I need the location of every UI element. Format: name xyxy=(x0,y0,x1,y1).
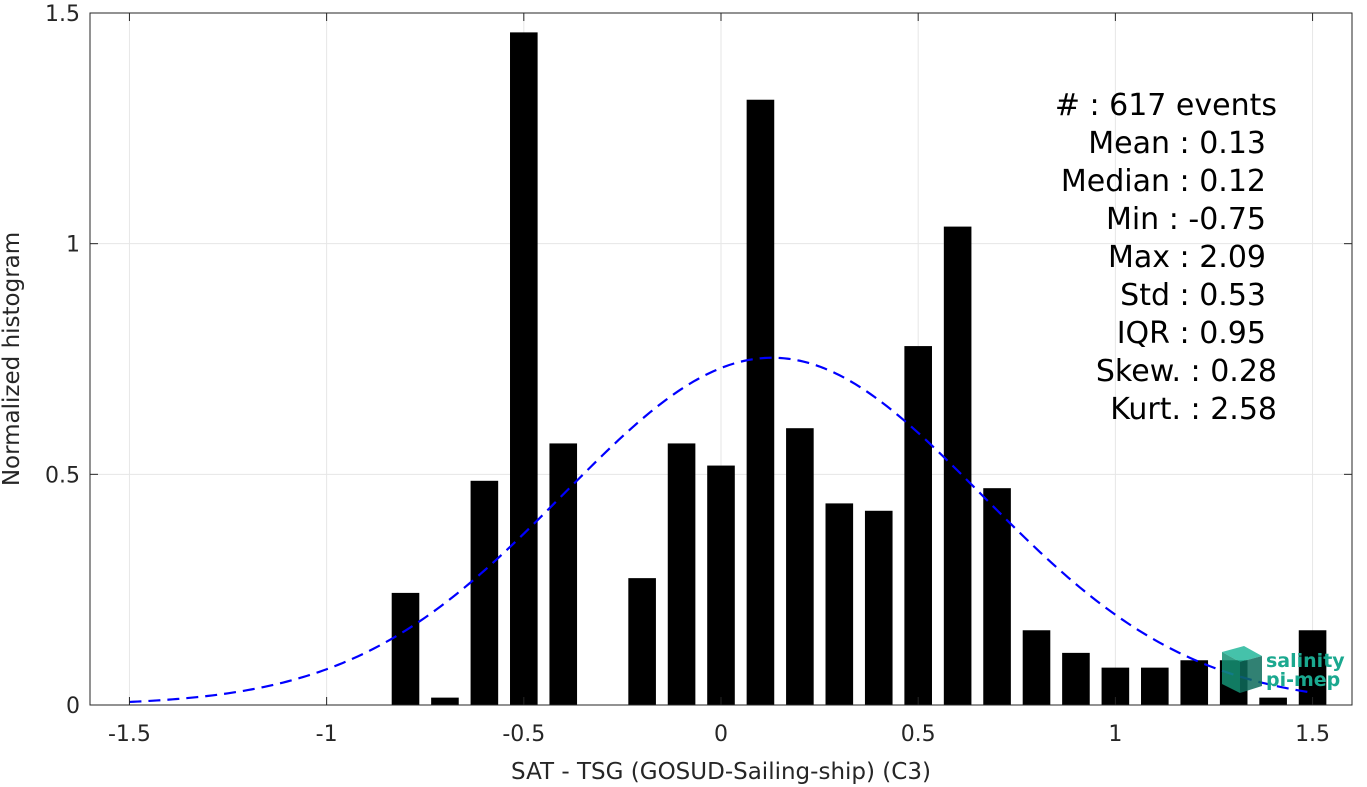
histogram-bars xyxy=(391,32,1327,706)
x-tick-label: 1.5 xyxy=(1295,722,1330,747)
stat-mean: Mean : 0.13 xyxy=(1088,126,1266,161)
y-tick-label: 0.5 xyxy=(45,463,80,488)
y-tick-label: 1.5 xyxy=(45,2,80,27)
histogram-bar xyxy=(470,480,499,705)
histogram-bar xyxy=(983,488,1011,705)
cube-icon xyxy=(1222,646,1262,693)
x-tick-label: 0 xyxy=(714,722,728,747)
histogram-bar xyxy=(431,697,459,705)
salinity-pimep-logo: salinity pi-mep xyxy=(1222,646,1345,693)
x-tick-label: 0.5 xyxy=(901,722,936,747)
histogram-bar xyxy=(1062,652,1090,705)
x-tick-label: 1 xyxy=(1108,722,1122,747)
histogram-bar xyxy=(628,578,656,705)
logo-text-salinity: salinity xyxy=(1266,650,1345,672)
histogram-bar xyxy=(746,99,775,706)
x-tick-label: -0.5 xyxy=(502,722,545,747)
y-tick-label: 0 xyxy=(66,694,80,719)
y-tick-label: 1 xyxy=(66,233,80,258)
histogram-bar xyxy=(667,443,696,705)
x-axis-label: SAT - TSG (GOSUD-Sailing-ship) (C3) xyxy=(511,759,931,785)
histogram-bar xyxy=(1298,630,1327,705)
axis-ticks: -1.5 -1 -0.5 0 0.5 1 1.5 0 0.5 1 1.5 xyxy=(45,2,1352,747)
histogram-bar xyxy=(1180,660,1209,705)
histogram-bar xyxy=(1259,697,1287,705)
histogram-bar xyxy=(904,346,932,705)
stat-skew: Skew. : 0.28 xyxy=(1096,354,1277,389)
stat-kurt: Kurt. : 2.58 xyxy=(1110,392,1277,427)
histogram-bar xyxy=(786,428,814,705)
stat-iqr: IQR : 0.95 xyxy=(1117,316,1266,351)
x-tick-label: -1.5 xyxy=(108,722,151,747)
histogram-bar xyxy=(1022,630,1051,705)
histogram-bar xyxy=(943,226,972,705)
histogram-bar xyxy=(391,592,420,705)
histogram-bar xyxy=(825,503,854,705)
y-axis-label: Normalized histogram xyxy=(0,232,25,486)
stat-median: Median : 0.12 xyxy=(1061,164,1266,199)
stat-min: Min : -0.75 xyxy=(1106,202,1266,237)
histogram-bar xyxy=(549,443,578,705)
histogram-bar xyxy=(864,510,893,705)
histogram-bar xyxy=(707,465,735,705)
x-tick-label: -1 xyxy=(316,722,338,747)
stat-events: # : 617 events xyxy=(1055,88,1277,123)
histogram-bar xyxy=(510,32,538,706)
normal-fit-curve xyxy=(129,356,1313,704)
logo-text-pimep: pi-mep xyxy=(1266,669,1340,691)
stat-std: Std : 0.53 xyxy=(1120,278,1266,313)
stat-max: Max : 2.09 xyxy=(1108,240,1266,275)
statistics-annotation: # : 617 events Mean : 0.13 Median : 0.12… xyxy=(1055,88,1277,427)
histogram-bar xyxy=(1141,667,1169,705)
